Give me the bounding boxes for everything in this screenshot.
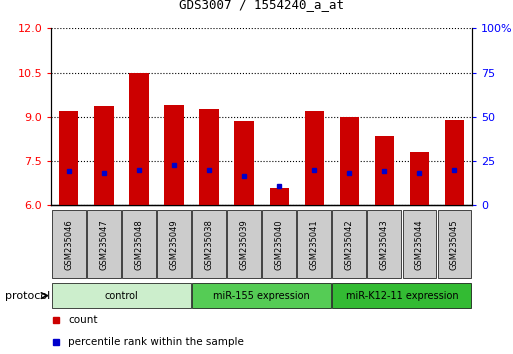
Bar bbox=[262, 210, 296, 278]
Bar bbox=[129, 73, 149, 205]
Bar bbox=[403, 210, 436, 278]
Bar bbox=[332, 210, 366, 278]
Text: GSM235046: GSM235046 bbox=[64, 219, 73, 270]
Text: miR-K12-11 expression: miR-K12-11 expression bbox=[346, 291, 458, 301]
Bar bbox=[164, 105, 184, 205]
Text: GSM235042: GSM235042 bbox=[345, 219, 354, 270]
Text: GSM235044: GSM235044 bbox=[415, 219, 424, 270]
Bar bbox=[445, 120, 464, 205]
Text: count: count bbox=[68, 315, 97, 325]
Text: GSM235039: GSM235039 bbox=[240, 219, 249, 270]
Text: GSM235040: GSM235040 bbox=[274, 219, 284, 270]
Bar bbox=[52, 283, 191, 308]
Text: GSM235048: GSM235048 bbox=[134, 219, 144, 270]
Text: percentile rank within the sample: percentile rank within the sample bbox=[68, 337, 244, 347]
Bar bbox=[52, 210, 86, 278]
Bar bbox=[122, 210, 156, 278]
Text: GSM235047: GSM235047 bbox=[100, 219, 108, 270]
Bar bbox=[87, 210, 121, 278]
Bar bbox=[192, 210, 226, 278]
Text: GSM235045: GSM235045 bbox=[450, 219, 459, 270]
Bar bbox=[192, 283, 331, 308]
Bar bbox=[410, 152, 429, 205]
Bar bbox=[374, 136, 394, 205]
Bar bbox=[227, 210, 261, 278]
Bar bbox=[340, 117, 359, 205]
Bar bbox=[298, 210, 331, 278]
Bar bbox=[332, 283, 471, 308]
Bar bbox=[157, 210, 191, 278]
Bar bbox=[200, 109, 219, 205]
Text: GSM235038: GSM235038 bbox=[205, 219, 213, 270]
Bar bbox=[367, 210, 401, 278]
Bar bbox=[234, 121, 254, 205]
Text: GSM235043: GSM235043 bbox=[380, 219, 389, 270]
Bar bbox=[305, 111, 324, 205]
Bar bbox=[59, 111, 78, 205]
Text: GDS3007 / 1554240_a_at: GDS3007 / 1554240_a_at bbox=[179, 0, 344, 11]
Bar bbox=[269, 188, 289, 205]
Text: miR-155 expression: miR-155 expression bbox=[213, 291, 310, 301]
Text: GSM235049: GSM235049 bbox=[169, 219, 179, 270]
Text: control: control bbox=[105, 291, 139, 301]
Text: protocol: protocol bbox=[5, 291, 50, 301]
Bar bbox=[94, 107, 113, 205]
Text: GSM235041: GSM235041 bbox=[310, 219, 319, 270]
Bar bbox=[438, 210, 471, 278]
